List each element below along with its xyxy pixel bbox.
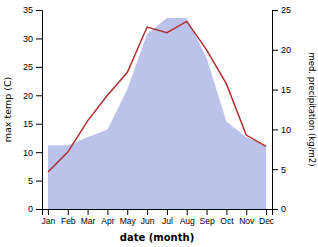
tick-mark: [127, 209, 128, 215]
tick-label: 5: [28, 176, 33, 186]
tick-label: Apr: [101, 216, 114, 226]
tick: 20: [23, 91, 42, 101]
tick-mark: [272, 129, 278, 130]
tick-label: Jun: [141, 216, 155, 226]
tick: Jun: [141, 209, 155, 226]
x-axis: Jan Feb Mar Apr May Jun Jul Aug Sep Oct Nov Dec: [42, 209, 275, 226]
tick: 0: [28, 204, 42, 214]
tick-mark: [48, 209, 49, 215]
tick-label: 0: [28, 204, 33, 214]
tick-mark: [36, 181, 42, 182]
tick-mark: [36, 10, 42, 11]
tick-mark: [36, 38, 42, 39]
tick-label: Sep: [200, 216, 215, 226]
tick-mark: [36, 67, 42, 68]
tick-mark: [266, 209, 267, 215]
y-axis: 0 5 10 15 20 25 30 35: [23, 5, 43, 214]
tick-mark: [36, 152, 42, 153]
axis-line: [43, 210, 273, 216]
axis-line: [36, 11, 43, 210]
tick-label: Dec: [259, 216, 275, 226]
tick-label: 0: [281, 204, 286, 214]
y2-axis: 0 5 10 15 20 25: [272, 5, 291, 214]
y2-axis-title: med. precipitation (kg/m2): [307, 52, 317, 166]
tick-mark: [36, 209, 42, 210]
tick-mark: [187, 209, 188, 215]
x-axis-title: date (month): [120, 232, 194, 243]
tick-mark: [107, 209, 108, 215]
tick-mark: [207, 209, 208, 215]
tick: Apr: [101, 209, 114, 226]
tick-mark: [272, 90, 278, 91]
tick-label: 35: [23, 5, 33, 15]
tick-mark: [147, 209, 148, 215]
tick: 0: [272, 204, 286, 214]
plot: Jan Feb Mar Apr May Jun Jul Aug Sep Oct Nov Dec 0 5 10…: [23, 5, 291, 226]
tick-label: Feb: [61, 216, 76, 226]
tick-mark: [36, 124, 42, 125]
tick: Jan: [42, 209, 56, 226]
tick-label: Nov: [239, 216, 255, 226]
tick-mark: [68, 209, 69, 215]
line: [48, 21, 266, 172]
tick-mark: [246, 209, 247, 215]
tick: Mar: [81, 209, 96, 226]
tick-label: May: [120, 216, 137, 226]
tick-label: 10: [281, 125, 291, 135]
tick: 20: [272, 45, 291, 55]
tick: 15: [23, 119, 42, 129]
axis-line: [273, 11, 279, 210]
tick-mark: [226, 209, 227, 215]
tick-label: 20: [281, 45, 291, 55]
tick: 5: [272, 165, 286, 175]
tick-label: 25: [281, 5, 291, 15]
tick: 5: [28, 176, 42, 186]
tick-label: 5: [281, 165, 286, 175]
tick: 25: [23, 62, 42, 72]
tick-label: 20: [23, 91, 33, 101]
tick: Jul: [162, 209, 173, 226]
y-axis-title: max temp (C): [2, 77, 13, 143]
tick-label: Mar: [81, 216, 96, 226]
tick-mark: [167, 209, 168, 215]
tick: 35: [23, 5, 42, 15]
tick-label: 10: [23, 148, 33, 158]
tick-label: Aug: [180, 216, 195, 226]
tick-label: Oct: [220, 216, 234, 226]
tick: 25: [272, 5, 291, 15]
tick-label: 15: [281, 85, 291, 95]
tick: 10: [272, 125, 291, 135]
chart-container: Jan Feb Mar Apr May Jun Jul Aug Sep Oct Nov Dec 0 5 10…: [0, 0, 318, 247]
tick-label: 25: [23, 62, 33, 72]
tick-mark: [272, 50, 278, 51]
tick-label: Jan: [42, 216, 56, 226]
tick-label: 15: [23, 119, 33, 129]
tick-label: Jul: [162, 216, 173, 226]
tick: 10: [23, 148, 42, 158]
tick: Feb: [61, 209, 76, 226]
tick: Sep: [200, 209, 215, 226]
tick-mark: [88, 209, 89, 215]
tick: Aug: [180, 209, 195, 226]
tick: 15: [272, 85, 291, 95]
tick: Nov: [239, 209, 255, 226]
tick: Oct: [220, 209, 234, 226]
tick: Dec: [259, 209, 275, 226]
tick-mark: [36, 95, 42, 96]
chart: Jan Feb Mar Apr May Jun Jul Aug Sep Oct Nov Dec 0 5 10…: [0, 0, 318, 247]
tick-mark: [272, 10, 278, 11]
area: [48, 18, 266, 209]
tick-mark: [272, 209, 278, 210]
tick: May: [120, 209, 137, 226]
tick: 30: [23, 34, 42, 44]
tick-label: 30: [23, 34, 33, 44]
marks: [48, 18, 266, 209]
tick-mark: [272, 169, 278, 170]
